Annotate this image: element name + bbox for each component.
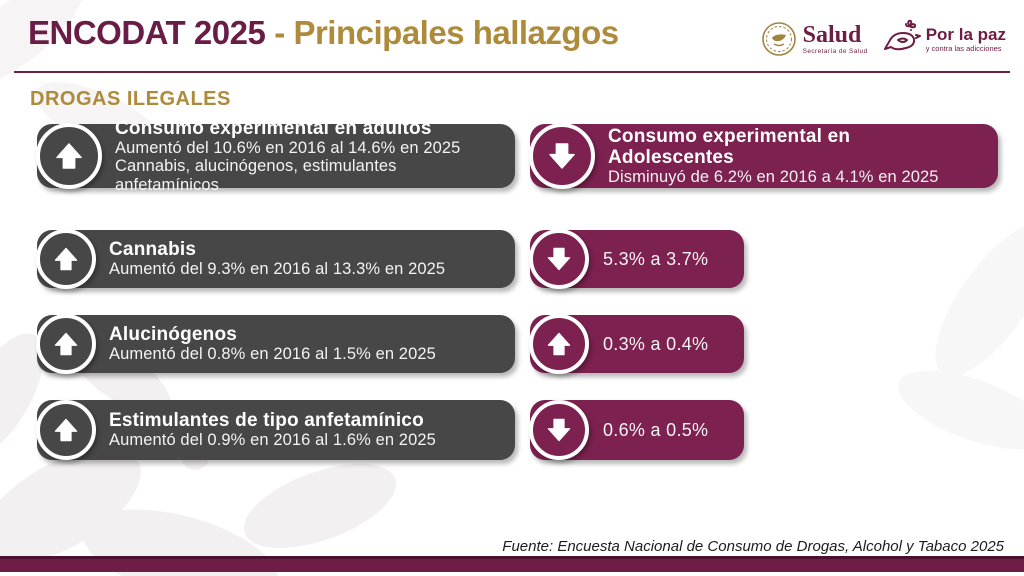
card-text: Estimulantes de tipo anfetamínico Aument… (109, 410, 436, 450)
card-title: Cannabis (109, 239, 197, 261)
gobierno-seal-icon (761, 22, 796, 56)
card-cannabis: Cannabis Aumentó del 9.3% en 2016 al 13.… (36, 229, 515, 289)
card-title: Consumo experimental en adultos (115, 117, 432, 139)
card-consumo-adolescentes: Consumo experimental en Adolescentes Dis… (529, 123, 998, 189)
card-value: 0.3% a 0.4% (603, 333, 709, 354)
card-consumo-adultos: Consumo experimental en adultos Aumentó … (36, 118, 515, 194)
dove-icon (883, 19, 921, 51)
por-la-paz-subtitle: y contra las adicciones (925, 43, 1002, 53)
card-text: Cannabis Aumentó del 9.3% en 2016 al 13.… (109, 239, 445, 279)
por-la-paz-logo-text: Por la paz y contra las adicciones (926, 26, 1006, 53)
card-estimulantes: Estimulantes de tipo anfetamínico Aument… (36, 400, 515, 460)
header-divider (14, 71, 1010, 73)
row-alucinogenos: Alucinógenos Aumentó del 0.8% en 2016 al… (36, 314, 744, 374)
card-text: Alucinógenos Aumentó del 0.8% en 2016 al… (109, 324, 436, 364)
section-title: DROGAS ILEGALES (30, 88, 231, 110)
por-la-paz-logo: Por la paz y contra las adicciones (880, 18, 1006, 60)
watermark-pattern (898, 223, 1024, 450)
arrow-up-icon (529, 314, 589, 374)
card-line: Disminuyó de 6.2% en 2016 a 4.1% en 2025 (608, 168, 939, 187)
card-line: Aumentó del 0.8% en 2016 al 1.5% en 2025 (109, 345, 436, 364)
page-title-secondary: - Principales hallazgos (274, 14, 619, 51)
arrow-up-icon (36, 400, 96, 460)
card-line: Aumentó del 0.9% en 2016 al 1.6% en 2025 (109, 431, 436, 450)
row-cannabis: Cannabis Aumentó del 9.3% en 2016 al 13.… (36, 229, 744, 289)
por-la-paz-name: Por la paz (925, 24, 1006, 44)
arrow-down-icon (529, 123, 595, 189)
arrow-up-icon (36, 123, 102, 189)
card-title: Estimulantes de tipo anfetamínico (109, 410, 424, 432)
arrow-down-icon (529, 400, 589, 460)
row-estimulantes: Estimulantes de tipo anfetamínico Aument… (36, 400, 744, 460)
row-consumo-experimental: Consumo experimental en adultos Aumentó … (36, 118, 998, 194)
card-alucinogenos-adolescentes: 0.3% a 0.4% (529, 314, 744, 374)
card-title: Consumo experimental en Adolescentes (608, 125, 851, 168)
card-title: Alucinógenos (109, 324, 238, 346)
card-text: Consumo experimental en Adolescentes Dis… (608, 126, 939, 187)
arrow-down-icon (529, 229, 589, 289)
arrow-up-icon (36, 229, 96, 289)
card-line: Aumentó del 9.3% en 2016 al 13.3% en 202… (109, 260, 446, 279)
source-note: Fuente: Encuesta Nacional de Consumo de … (502, 538, 1004, 555)
arrow-up-icon (36, 314, 96, 374)
page-title-primary: ENCODAT 2025 (28, 14, 266, 51)
salud-logo-name: Salud (802, 21, 862, 48)
bottom-bar (0, 556, 1024, 572)
card-cannabis-adolescentes: 5.3% a 3.7% (529, 229, 744, 289)
card-text: Consumo experimental en adultos Aumentó … (115, 118, 503, 195)
card-value: 5.3% a 3.7% (603, 248, 709, 269)
card-estimulantes-adolescentes: 0.6% a 0.5% (529, 400, 744, 460)
header-logos: Salud Secretaría de Salud Por la paz (761, 18, 1006, 60)
card-alucinogenos: Alucinógenos Aumentó del 0.8% en 2016 al… (36, 314, 515, 374)
card-value: 0.6% a 0.5% (603, 419, 709, 440)
card-line: Cannabis, alucinógenos, estimulantes anf… (115, 157, 397, 194)
header: ENCODAT 2025- Principales hallazgos Salu… (28, 14, 1006, 60)
salud-logo-subtitle: Secretaría de Salud (802, 47, 868, 55)
card-line: Aumentó del 10.6% en 2016 al 14.6% en 20… (115, 138, 461, 157)
salud-logo: Salud Secretaría de Salud (761, 21, 868, 57)
salud-logo-text: Salud Secretaría de Salud (803, 23, 868, 56)
page-title: ENCODAT 2025- Principales hallazgos (28, 14, 619, 52)
